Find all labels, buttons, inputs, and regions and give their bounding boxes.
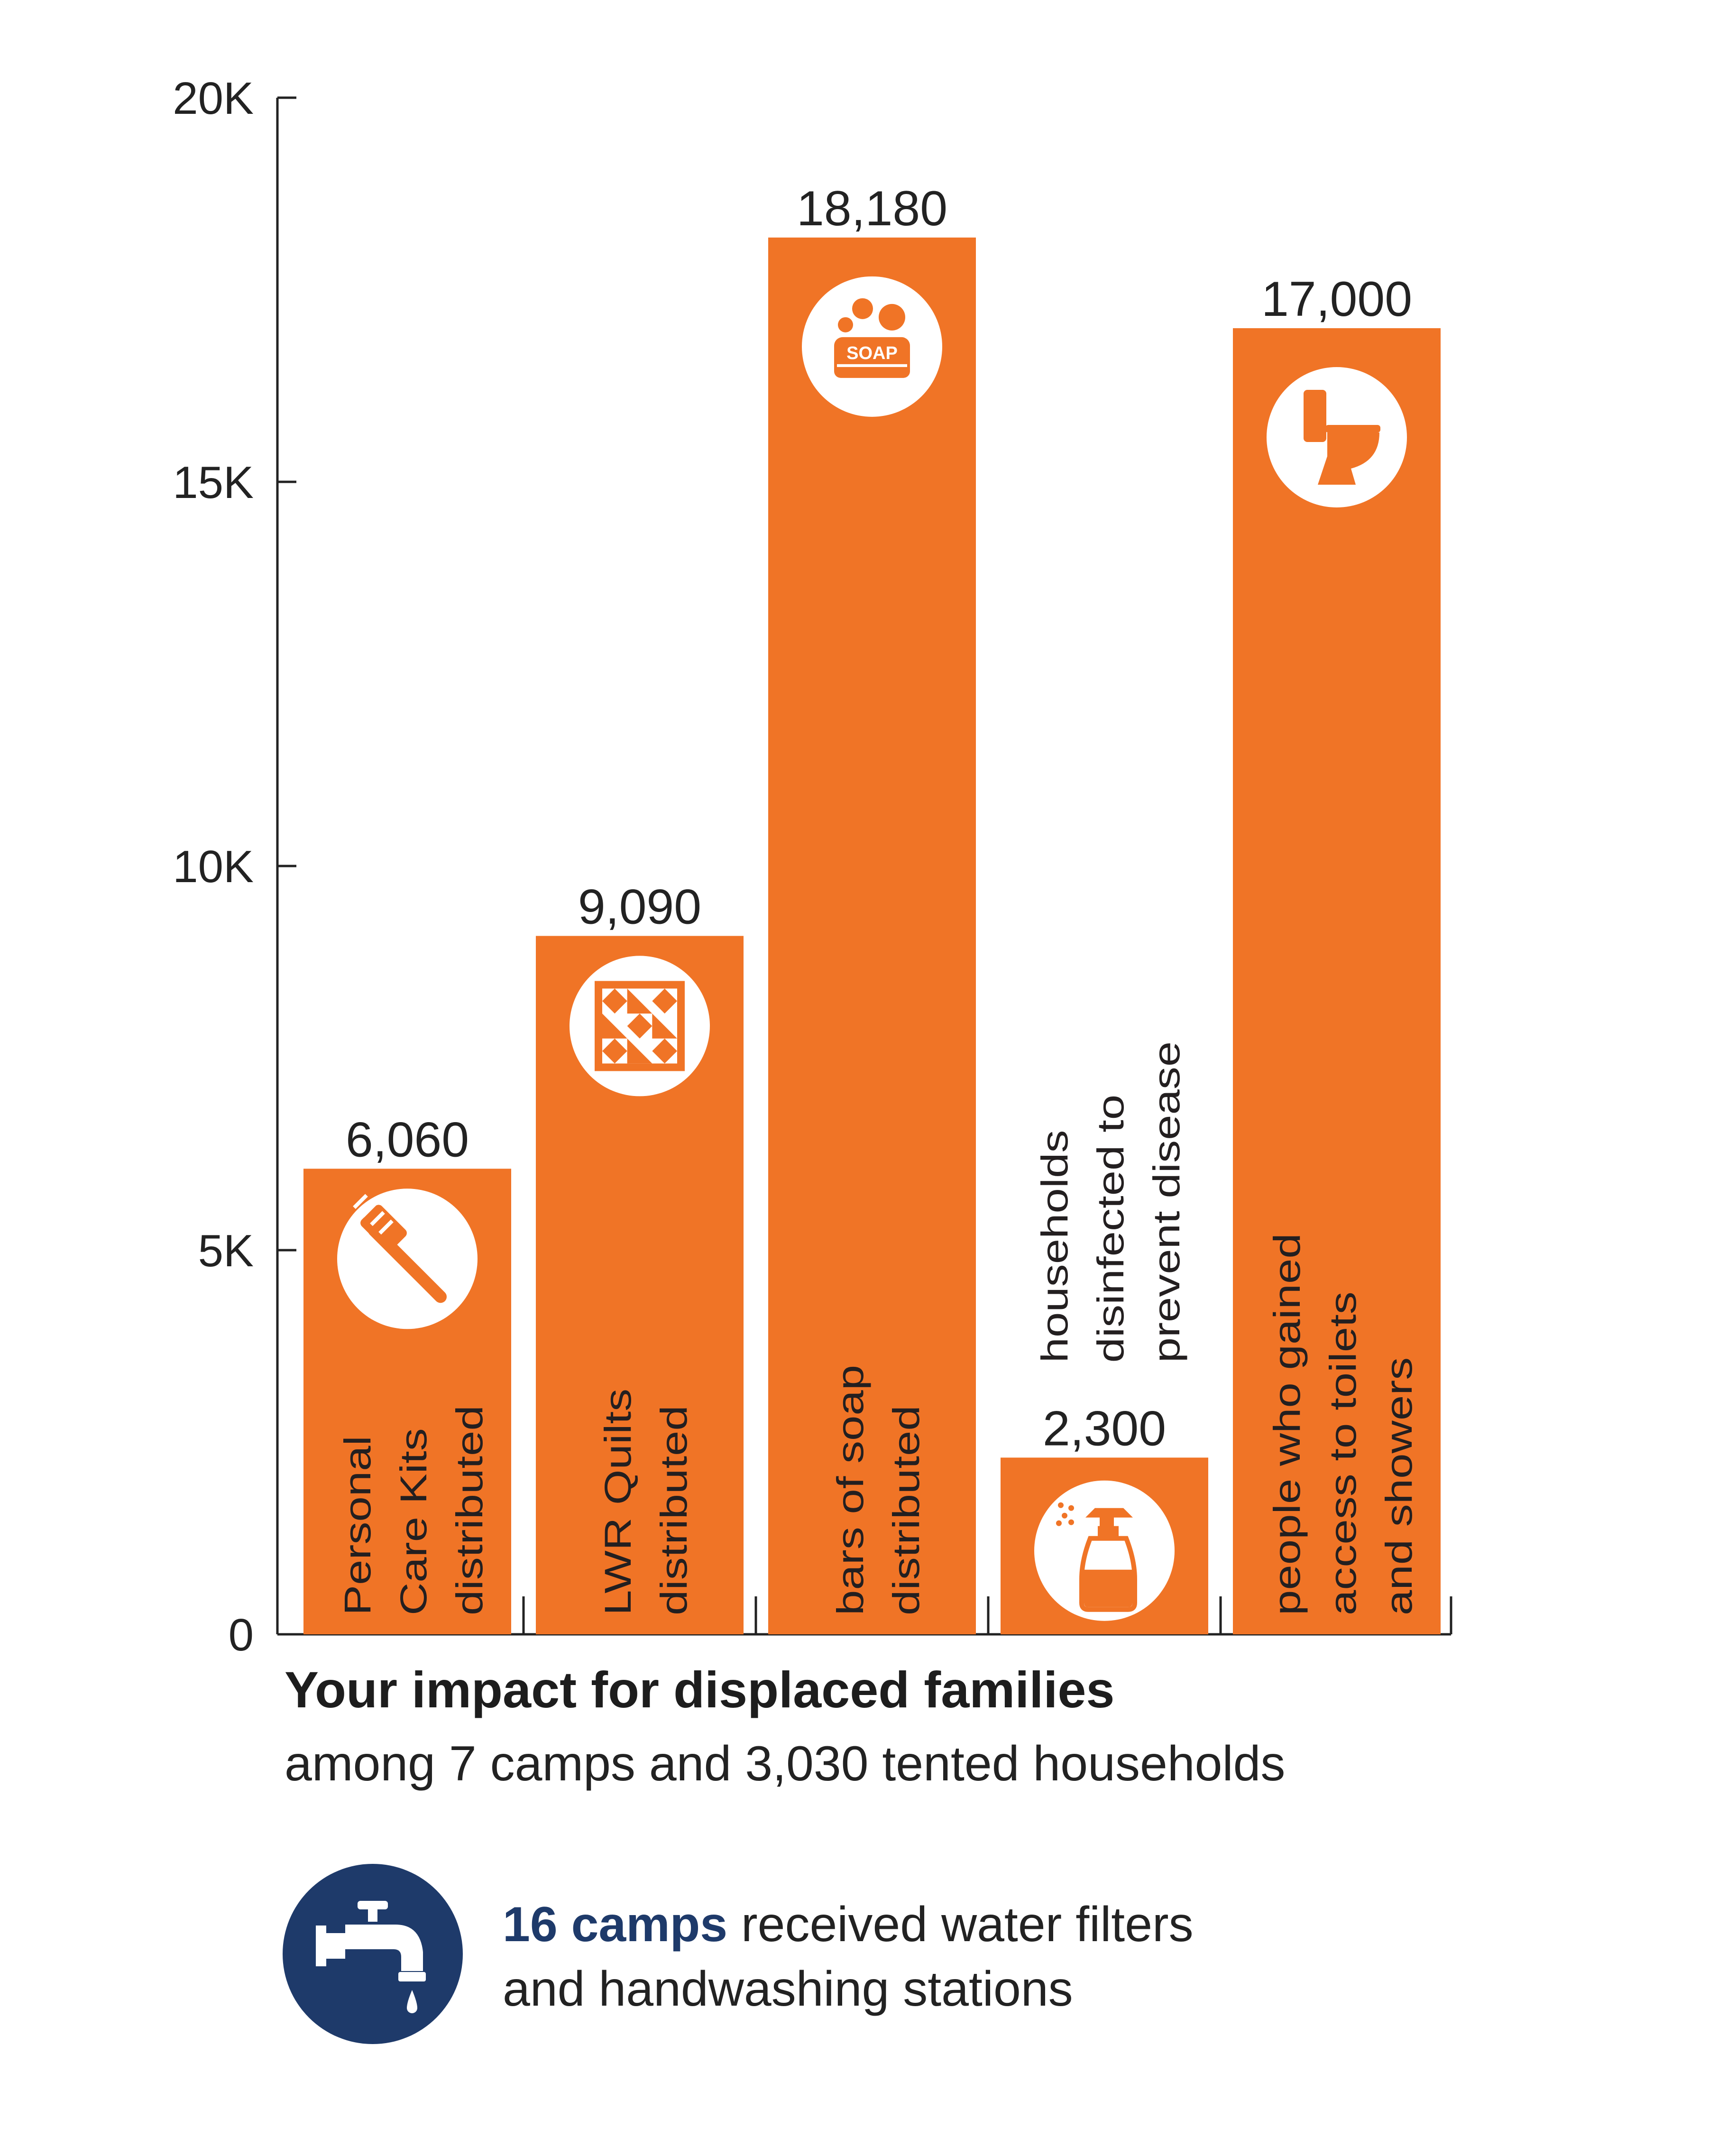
- bar-group: 17,000 people who gained access to toilets…: [1233, 272, 1441, 1634]
- chart-subtitle: among 7 camps and 3,030 tented household…: [285, 1736, 1286, 1791]
- bar-value-label: 9,090: [578, 879, 701, 934]
- y-tick-label: 15K: [173, 457, 254, 508]
- bar-category-label: Care Kits: [393, 1428, 434, 1615]
- bar-category-label: Personal: [337, 1436, 378, 1615]
- bar-category-label: people who gained: [1266, 1233, 1308, 1615]
- y-tick-label: 0: [229, 1610, 254, 1660]
- spray-bottle-icon: [1034, 1480, 1175, 1621]
- bar-value-label: 18,180: [797, 181, 947, 236]
- bar-group: 6,060 Personal Care Kits distributed: [303, 1112, 511, 1634]
- chart-title: Your impact for displaced families: [285, 1661, 1115, 1718]
- bar-value-label: 17,000: [1261, 272, 1412, 327]
- axes: 0 5K 10K 15K 20K: [173, 73, 1452, 1660]
- bars: 6,060 Personal Care Kits distributed 9,090 LW…: [303, 181, 1441, 1634]
- bar-category-label: distributed: [449, 1405, 490, 1615]
- bar-value-label: 6,060: [346, 1112, 469, 1167]
- bar: [1233, 328, 1441, 1634]
- soap-icon: SOAP: [802, 276, 942, 417]
- bar: [768, 237, 976, 1634]
- bar-value-label: 2,300: [1043, 1401, 1166, 1456]
- bar-category-label: distributed: [653, 1405, 695, 1615]
- quilt-icon: [570, 956, 710, 1096]
- bar-category-label: households: [1034, 1130, 1075, 1363]
- toothbrush-icon: [337, 1189, 478, 1329]
- bar-category-label: access to toilets: [1322, 1291, 1364, 1615]
- bar-category-label: distributed: [885, 1405, 927, 1615]
- toilet-icon: [1267, 367, 1407, 507]
- bar-category-label: and showers: [1378, 1357, 1420, 1615]
- water-tap-icon: [283, 1864, 463, 2044]
- bar-group: 18,180 SOAP bars of soap distributed: [768, 181, 976, 1634]
- y-tick-label: 10K: [173, 841, 254, 892]
- y-tick-label: 20K: [173, 73, 254, 124]
- bar-group: 9,090 LWR Quilts distributed: [536, 879, 744, 1634]
- water-highlight: 16 camps: [503, 1897, 728, 1952]
- bar-category-label: bars of soap: [829, 1365, 871, 1615]
- bar-category-label: prevent disease: [1146, 1041, 1187, 1363]
- bar-category-label: LWR Quilts: [597, 1389, 639, 1615]
- svg-text:SOAP: SOAP: [846, 343, 898, 363]
- bar-group: 2,300 households disinfected to prevent dis…: [1001, 1041, 1208, 1634]
- bar-category-label: disinfected to: [1090, 1095, 1131, 1363]
- y-tick-label: 5K: [198, 1225, 254, 1276]
- water-text: 16 camps received water filters and hand…: [503, 1892, 1194, 2021]
- water-line1: received water filters: [727, 1897, 1194, 1952]
- bar-chart: 0 5K 10K 15K 20K 6,060 Personal Care Kits distr…: [173, 73, 1452, 1660]
- water-line2: and handwashing stations: [503, 1962, 1073, 2017]
